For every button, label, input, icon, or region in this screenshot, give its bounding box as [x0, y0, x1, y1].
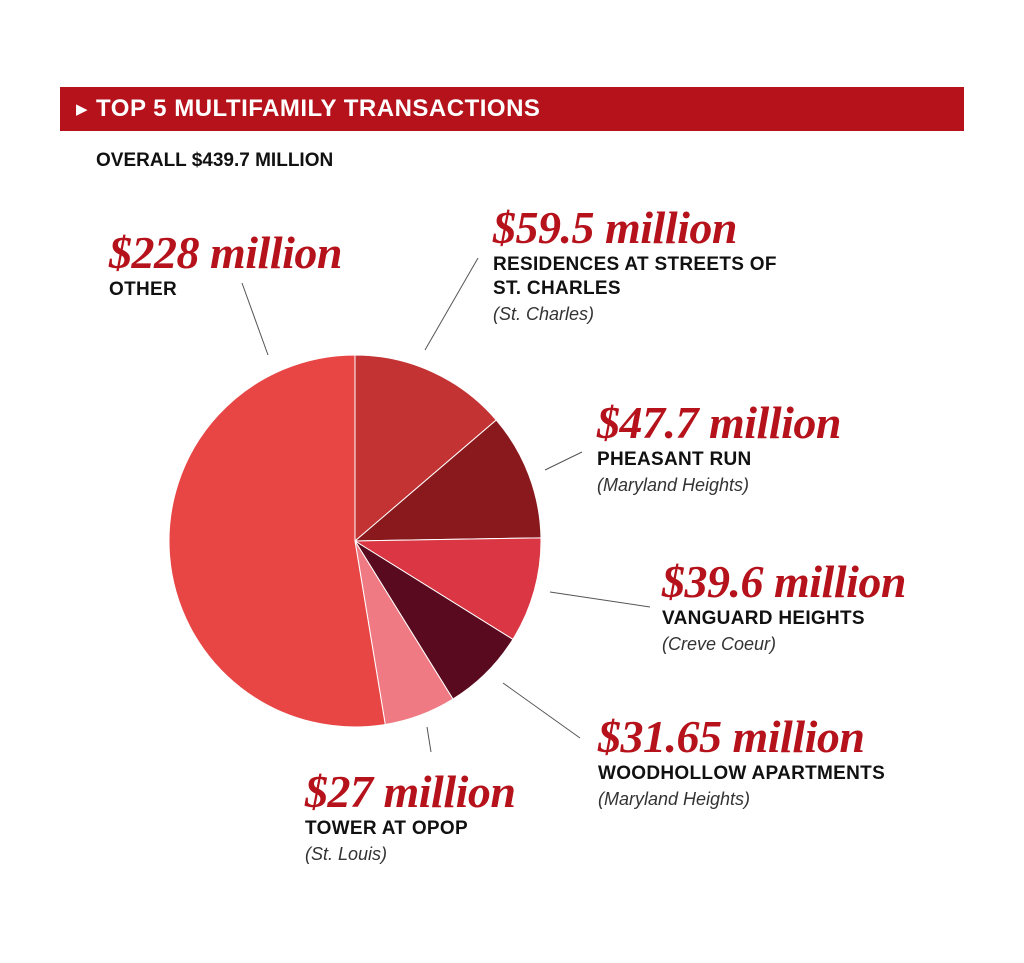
category-label: WOODHOLLOW APARTMENTS	[598, 763, 886, 784]
category-label: VANGUARD HEIGHTS	[662, 608, 865, 629]
pie-slice	[353, 537, 542, 641]
subtitle: OVERALL $439.7 MILLION	[96, 150, 334, 171]
arrow-icon: ▶	[76, 101, 89, 118]
pie-slice	[168, 354, 386, 728]
location-label: (St. Louis)	[305, 844, 388, 864]
value-label: $39.6 million	[662, 556, 906, 607]
slice-label: $39.6 million VANGUARD HEIGHTS (Creve Coeu…	[662, 557, 982, 657]
location-label: (Maryland Heights)	[598, 789, 751, 809]
value-label: $47.7 million	[597, 397, 841, 448]
slice-label: $31.65 million WOODHOLLOW APARTMENTS (Mary…	[598, 712, 958, 812]
slice-label: $59.5 million RESIDENCES AT STREETS OF ST…	[493, 203, 793, 327]
slice-label: $27 million TOWER AT OPOP (St. Louis)	[305, 767, 605, 867]
value-label: $228 million	[109, 227, 342, 278]
slice-label: $228 million OTHER	[109, 228, 429, 302]
category-label: OTHER	[109, 279, 177, 300]
title-banner: ▶ TOP 5 MULTIFAMILY TRANSACTIONS	[60, 87, 964, 131]
leader-line	[424, 257, 479, 351]
leader-line	[241, 282, 269, 356]
pie-slice	[354, 354, 497, 543]
value-label: $27 million	[305, 766, 516, 817]
category-label: PHEASANT RUN	[597, 449, 752, 470]
value-label: $31.65 million	[598, 711, 865, 762]
slice-label: $47.7 million PHEASANT RUN (Maryland Heigh…	[597, 398, 917, 498]
category-label: RESIDENCES AT STREETS OF ST. CHARLES	[493, 254, 777, 299]
leader-line	[502, 682, 581, 739]
leader-line	[544, 451, 583, 471]
location-label: (St. Charles)	[493, 304, 595, 324]
leader-line	[426, 726, 432, 753]
category-label: TOWER AT OPOP	[305, 818, 468, 839]
leader-line	[549, 591, 651, 608]
value-label: $59.5 million	[493, 202, 737, 253]
location-label: (Creve Coeur)	[662, 634, 777, 654]
chart-title: TOP 5 MULTIFAMILY TRANSACTIONS	[96, 95, 541, 122]
location-label: (Maryland Heights)	[597, 475, 750, 495]
pie-slice	[353, 419, 542, 542]
